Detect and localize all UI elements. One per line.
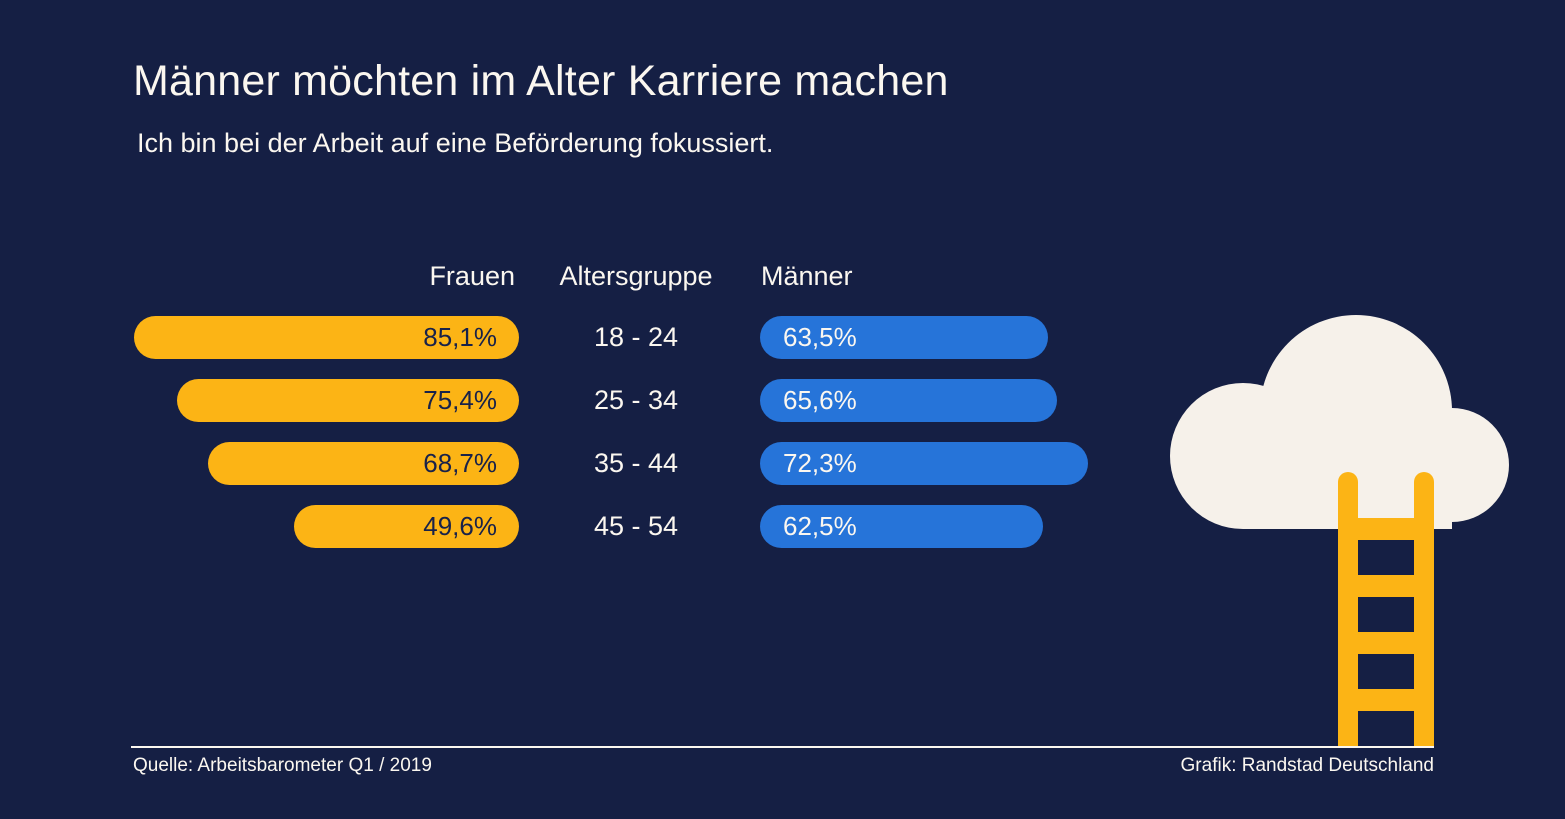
column-header-maenner: Männer <box>761 261 853 291</box>
ladder-rung <box>1338 689 1434 711</box>
ladder-rail <box>1414 472 1434 747</box>
bar-maenner-25-34: 65,6% <box>760 379 1058 422</box>
age-group-label: 25 - 34 <box>593 385 679 415</box>
age-group-label: 18 - 24 <box>593 322 679 352</box>
bar-frauen-18-24: 85,1% <box>133 316 519 359</box>
bar-value-label: 65,6% <box>783 385 857 415</box>
bar-value-label: 75,4% <box>423 385 497 415</box>
bar-value-label: 72,3% <box>783 448 857 478</box>
chart-row: 75,4% 25 - 34 65,6% <box>0 379 1565 422</box>
footer-credit: Grafik: Randstad Deutschland <box>1180 755 1434 776</box>
chart-row: 85,1% 18 - 24 63,5% <box>0 316 1565 359</box>
bar-frauen-35-44: 68,7% <box>207 442 519 485</box>
bar-value-label: 62,5% <box>783 511 857 541</box>
footer-source: Quelle: Arbeitsbarometer Q1 / 2019 <box>133 755 432 776</box>
age-group-label: 35 - 44 <box>593 448 679 478</box>
bar-value-label: 85,1% <box>423 322 497 352</box>
bar-value-label: 49,6% <box>423 511 497 541</box>
ladder-rung <box>1338 575 1434 597</box>
page-title: Männer möchten im Alter Karriere machen <box>133 57 949 105</box>
bar-frauen-25-34: 75,4% <box>177 379 519 422</box>
column-header-altersgruppe: Altersgruppe <box>559 261 713 291</box>
ladder-icon <box>1338 472 1434 747</box>
ladder-rung <box>1338 632 1434 654</box>
column-header-frauen: Frauen <box>429 261 515 291</box>
bar-value-label: 68,7% <box>423 448 497 478</box>
bar-maenner-45-54: 62,5% <box>760 505 1044 548</box>
ladder-rung <box>1338 518 1434 540</box>
footer-divider <box>131 746 1434 748</box>
bar-frauen-45-54: 49,6% <box>294 505 519 548</box>
age-group-label: 45 - 54 <box>593 511 679 541</box>
chart-row: 68,7% 35 - 44 72,3% <box>0 442 1565 485</box>
bar-maenner-18-24: 63,5% <box>760 316 1048 359</box>
bar-maenner-35-44: 72,3% <box>760 442 1088 485</box>
bar-value-label: 63,5% <box>783 322 857 352</box>
cloud-icon <box>1160 313 1510 531</box>
page-subtitle: Ich bin bei der Arbeit auf eine Beförder… <box>137 128 774 158</box>
ladder-rail <box>1338 472 1358 747</box>
chart-row: 49,6% 45 - 54 62,5% <box>0 505 1565 548</box>
